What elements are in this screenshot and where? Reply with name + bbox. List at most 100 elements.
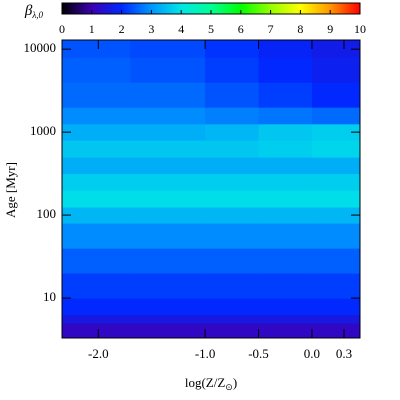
heatmap-cell: [130, 57, 206, 83]
heatmap-cell: [130, 223, 206, 249]
heatmap-cell: [205, 190, 260, 208]
heatmap-cell: [311, 140, 361, 158]
heatmap-cell: [205, 298, 260, 316]
heatmap-cell: [205, 323, 260, 339]
heatmap-cell: [62, 323, 131, 339]
x-tick-label: -2.0: [88, 346, 109, 361]
heatmap-cell: [62, 248, 131, 274]
heatmap-cell: [258, 273, 313, 299]
heatmap-cell: [311, 314, 361, 324]
heatmap-cell: [258, 248, 313, 274]
heatmap-cell: [130, 207, 206, 224]
x-label-end: ): [233, 375, 237, 390]
heatmap-cell: [205, 273, 260, 299]
colorbar-label-sub: λ,0: [31, 10, 43, 20]
heatmap-cell: [258, 323, 313, 339]
heatmap-cell: [130, 40, 206, 58]
heatmap-cell: [258, 82, 313, 108]
x-axis-label: log(Z/Z⊙): [185, 375, 237, 392]
heatmap-cell: [258, 173, 313, 191]
heatmap-cell: [311, 190, 361, 208]
heatmap-cell: [205, 248, 260, 274]
colorbar-tick-label: 7: [268, 22, 274, 36]
heatmap-cell: [205, 173, 260, 191]
heatmap-cell: [62, 157, 131, 175]
x-label-sub: ⊙: [225, 382, 233, 392]
heatmap-cell: [205, 157, 260, 175]
heatmap-cell: [205, 57, 260, 83]
x-tick-label: 0.3: [336, 346, 352, 361]
heatmap-cell: [130, 107, 206, 125]
heatmap-cell: [311, 323, 361, 339]
heatmap-cell: [130, 173, 206, 191]
colorbar-label: βλ,0: [24, 3, 44, 20]
colorbar-tick-label: 3: [148, 22, 154, 36]
heatmap-cell: [62, 314, 131, 324]
heatmap-cell: [311, 273, 361, 299]
colorbar-tick-label: 2: [119, 22, 125, 36]
heatmap-cell: [130, 157, 206, 175]
heatmap-cell: [62, 173, 131, 191]
heatmap-cell: [311, 298, 361, 316]
heatmap-cell: [258, 207, 313, 224]
heatmap-cell: [311, 173, 361, 191]
heatmap-cell: [62, 57, 131, 83]
x-tick-label: -1.0: [195, 346, 216, 361]
y-axis-label: Age [Myr]: [3, 162, 18, 218]
heatmap-cell: [62, 123, 131, 141]
heatmap-cell: [130, 298, 206, 316]
heatmap-cell: [205, 207, 260, 224]
heatmap-cell: [258, 157, 313, 175]
x-tick-label: -0.5: [248, 346, 269, 361]
heatmap-cell: [258, 223, 313, 249]
heatmap-cell: [62, 207, 131, 224]
heatmap-cell: [205, 40, 260, 58]
heatmap-cell: [130, 273, 206, 299]
heatmap-cell: [62, 40, 131, 58]
heatmap-cell: [62, 223, 131, 249]
heatmap-cell: [205, 314, 260, 324]
heatmap-cell: [130, 123, 206, 141]
y-tick-label: 100: [37, 206, 57, 221]
y-tick-label: 1000: [30, 123, 56, 138]
x-label-main: log(Z/Z: [185, 375, 225, 390]
heatmap-cell: [62, 273, 131, 299]
heatmap-cell: [311, 223, 361, 249]
colorbar-tick-label: 1: [89, 22, 95, 36]
colorbar-tick-label: 6: [238, 22, 244, 36]
heatmap-cell: [311, 248, 361, 274]
colorbar-tick-label: 5: [208, 22, 214, 36]
y-tick-label: 10000: [24, 40, 57, 55]
heatmap-cell: [311, 82, 361, 108]
colorbar-label-main: β: [24, 3, 33, 19]
heatmap-cell: [62, 140, 131, 158]
heatmap-cell: [205, 140, 260, 158]
heatmap-cell: [130, 82, 206, 108]
heatmap-cell: [258, 107, 313, 125]
heatmap-cell: [205, 123, 260, 141]
heatmap-cell: [130, 314, 206, 324]
heatmap-cell: [311, 157, 361, 175]
heatmap-cell: [130, 140, 206, 158]
plot-frame: [61, 39, 361, 339]
heatmap-cell: [258, 40, 313, 58]
heatmap-cell: [258, 123, 313, 141]
heatmap-cell: [311, 107, 361, 125]
colorbar-tick-label: 9: [327, 22, 333, 36]
heatmap-cell: [130, 323, 206, 339]
heatmap-cell: [258, 140, 313, 158]
colorbar-tick-label: 8: [297, 22, 303, 36]
heatmap-cell: [205, 82, 260, 108]
heatmap-cell: [62, 82, 131, 108]
heatmap-cell: [311, 123, 361, 141]
heatmap-cell: [205, 107, 260, 125]
heatmap-cell: [130, 190, 206, 208]
colorbar-tick-label: 4: [178, 22, 184, 36]
heatmap-cell: [62, 190, 131, 208]
y-tick-label: 10: [43, 289, 56, 304]
heatmap-cell: [130, 248, 206, 274]
heatmap-cell: [311, 57, 361, 83]
colorbar-tick-label: 10: [354, 22, 366, 36]
heatmap-cell: [258, 298, 313, 316]
